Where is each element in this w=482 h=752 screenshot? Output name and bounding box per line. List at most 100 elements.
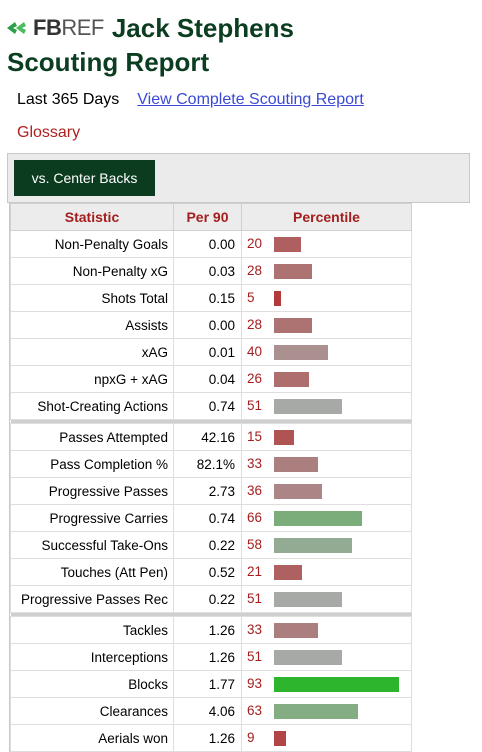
percentile-bar [274, 264, 312, 279]
stat-name[interactable]: Non-Penalty xG [10, 257, 174, 285]
percentile-bar [274, 704, 358, 719]
percentile-value: 28 [247, 263, 263, 278]
report-title: Scouting Report [7, 47, 210, 77]
scouting-table: Statistic Per 90 Percentile Non-Penalty … [10, 203, 412, 752]
percentile-bar [274, 484, 322, 499]
percentile-bar [274, 457, 318, 472]
percentile-bar [274, 291, 281, 306]
header-per90[interactable]: Per 90 [173, 203, 242, 231]
stat-name[interactable]: Blocks [10, 670, 174, 698]
percentile-cell: 28 [241, 311, 412, 339]
per90-value: 0.74 [173, 392, 242, 420]
per90-value: 0.04 [173, 365, 242, 393]
player-name: Jack Stephens [111, 13, 294, 43]
period-label: Last 365 Days [17, 91, 120, 108]
per90-value: 0.22 [173, 585, 242, 613]
percentile-bar [274, 511, 362, 526]
stat-name[interactable]: xAG [10, 338, 174, 366]
percentile-cell: 20 [241, 230, 412, 258]
percentile-cell: 33 [241, 450, 412, 478]
percentile-bar [274, 592, 342, 607]
stat-name[interactable]: Shots Total [10, 284, 174, 312]
percentile-value: 58 [247, 537, 263, 552]
table-row: Non-Penalty xG 0.03 28 [10, 257, 412, 285]
stat-name[interactable]: Aerials won [10, 724, 174, 752]
title-row: FBREF Jack Stephens [7, 10, 477, 46]
stat-name[interactable]: Clearances [10, 697, 174, 725]
stat-name[interactable]: Shot-Creating Actions [10, 392, 174, 420]
percentile-value: 33 [247, 622, 263, 637]
percentile-value: 36 [247, 483, 263, 498]
percentile-cell: 9 [241, 724, 412, 752]
percentile-cell: 5 [241, 284, 412, 312]
page-header: FBREF Jack Stephens Scouting Report [7, 10, 477, 77]
stat-name[interactable]: Progressive Passes Rec [10, 585, 174, 613]
stat-name[interactable]: Passes Attempted [10, 423, 174, 451]
logo-ref-text: REF [61, 15, 104, 40]
comparison-tab-bar: vs. Center Backs [7, 153, 470, 203]
glossary-link[interactable]: Glossary [17, 124, 81, 141]
per90-value: 1.26 [173, 724, 242, 752]
table-row: Clearances 4.06 63 [10, 697, 412, 725]
percentile-value: 63 [247, 703, 263, 718]
per90-value: 4.06 [173, 697, 242, 725]
per90-value: 0.03 [173, 257, 242, 285]
percentile-bar [274, 731, 286, 746]
percentile-bar [274, 399, 342, 414]
percentile-bar [274, 677, 399, 692]
table-row: Successful Take-Ons 0.22 58 [10, 531, 412, 559]
separator-cell [10, 419, 412, 424]
percentile-bar [274, 430, 294, 445]
percentile-value: 21 [247, 564, 263, 579]
table-row: Progressive Passes 2.73 36 [10, 477, 412, 505]
percentile-value: 26 [247, 371, 263, 386]
per90-value: 1.77 [173, 670, 242, 698]
stat-name[interactable]: Tackles [10, 616, 174, 644]
fbref-logo[interactable]: FBREF [7, 15, 104, 41]
per90-value: 0.74 [173, 504, 242, 532]
stat-name[interactable]: Non-Penalty Goals [10, 230, 174, 258]
stat-name[interactable]: npxG + xAG [10, 365, 174, 393]
table-row: Progressive Passes Rec 0.22 51 [10, 585, 412, 613]
percentile-bar [274, 372, 309, 387]
percentile-cell: 40 [241, 338, 412, 366]
stat-name[interactable]: Assists [10, 311, 174, 339]
stat-name[interactable]: Touches (Att Pen) [10, 558, 174, 586]
percentile-cell: 36 [241, 477, 412, 505]
percentile-value: 40 [247, 344, 263, 359]
scouting-table-container: Statistic Per 90 Percentile Non-Penalty … [9, 203, 412, 752]
table-row: Tackles 1.26 33 [10, 616, 412, 644]
table-row: npxG + xAG 0.04 26 [10, 365, 412, 393]
stat-name[interactable]: Pass Completion % [10, 450, 174, 478]
per90-value: 0.22 [173, 531, 242, 559]
full-report-link[interactable]: View Complete Scouting Report [137, 91, 364, 108]
percentile-bar [274, 345, 328, 360]
stat-name[interactable]: Progressive Carries [10, 504, 174, 532]
stat-name[interactable]: Progressive Passes [10, 477, 174, 505]
percentile-cell: 63 [241, 697, 412, 725]
per90-value: 0.01 [173, 338, 242, 366]
percentile-cell: 58 [241, 531, 412, 559]
percentile-cell: 51 [241, 585, 412, 613]
separator-cell [10, 612, 412, 617]
table-row: Pass Completion % 82.1% 33 [10, 450, 412, 478]
percentile-bar [274, 318, 312, 333]
percentile-cell: 26 [241, 365, 412, 393]
percentile-value: 5 [247, 290, 255, 305]
percentile-bar [274, 650, 342, 665]
percentile-value: 93 [247, 676, 263, 691]
tab-vs-center-backs[interactable]: vs. Center Backs [14, 160, 155, 196]
table-body: Non-Penalty Goals 0.00 20 Non-Penalty xG 0.0… [10, 230, 412, 752]
per90-value: 0.00 [173, 311, 242, 339]
percentile-cell: 15 [241, 423, 412, 451]
fbref-logo-icon [7, 22, 26, 34]
percentile-bar [274, 623, 318, 638]
table-row: xAG 0.01 40 [10, 338, 412, 366]
group-separator [10, 419, 412, 424]
stat-name[interactable]: Interceptions [10, 643, 174, 671]
header-percentile[interactable]: Percentile [241, 203, 412, 231]
header-statistic[interactable]: Statistic [10, 203, 174, 231]
table-row: Touches (Att Pen) 0.52 21 [10, 558, 412, 586]
per90-value: 0.00 [173, 230, 242, 258]
stat-name[interactable]: Successful Take-Ons [10, 531, 174, 559]
